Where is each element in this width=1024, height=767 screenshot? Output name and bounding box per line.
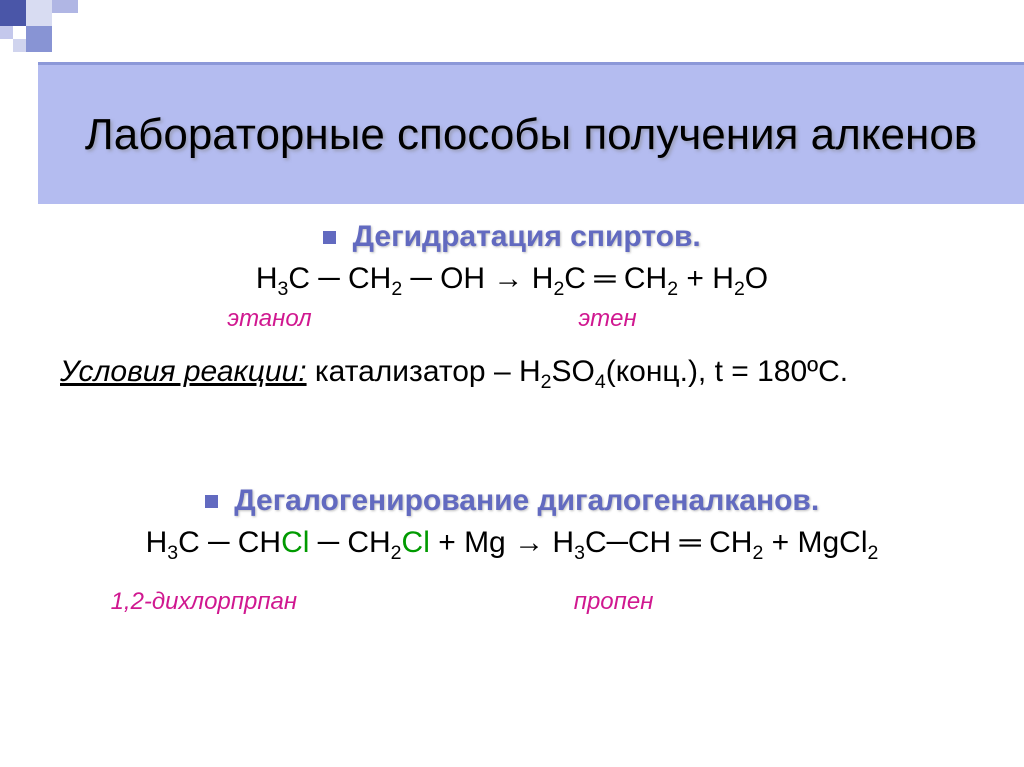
eq-cl: Cl (281, 526, 309, 559)
eq-text: ─ CH (309, 526, 390, 559)
compound-ethanol: этанол (227, 305, 311, 333)
eq-text: C ─ CH (288, 262, 391, 295)
title-bar: Лабораторные способы получения алкенов (38, 62, 1024, 204)
eq-text: H (146, 526, 168, 559)
cond-text: (конц.), t = 180ºС. (606, 355, 848, 388)
slide-content: Дегидратация спиртов. H3C ─ CH2 ─ OH → H… (0, 220, 1024, 616)
corner-decoration (0, 0, 120, 50)
eq-text: + Mg → H (430, 526, 574, 559)
compound-ethene: этен (578, 305, 636, 333)
eq-text: O (745, 262, 768, 295)
eq-text: ─ OH → H (402, 262, 553, 295)
eq-text: + H (678, 262, 734, 295)
compound-labels-2: 1,2-дихлорпрпан пропен (50, 588, 974, 616)
bullet-icon (205, 495, 218, 508)
eq-text: H (256, 262, 278, 295)
compound-labels-1: этанол этен (50, 305, 974, 333)
equation-1: H3C ─ CH2 ─ OH → H2C ═ CH2 + H2O (50, 258, 974, 303)
compound-propene: пропен (574, 588, 654, 616)
equation-2: H3C ─ CHCl ─ CH2Cl + Mg → H3C─CH ═ CH2 +… (50, 522, 974, 567)
section-dehydration: Дегидратация спиртов. H3C ─ CH2 ─ OH → H… (50, 220, 974, 394)
eq-text: + MgCl (763, 526, 867, 559)
eq-text: C ═ CH (564, 262, 667, 295)
eq-cl: Cl (402, 526, 430, 559)
section1-heading: Дегидратация спиртов. (353, 220, 701, 254)
slide-title: Лабораторные способы получения алкенов (85, 107, 977, 162)
reaction-conditions: Условия реакции: катализатор – H2SO4(кон… (50, 355, 974, 394)
conditions-label: Условия реакции: (60, 355, 307, 388)
cond-text: катализатор – H (307, 355, 541, 388)
eq-text: C─CH ═ CH (585, 526, 753, 559)
section-dehalogenation: Дегалогенирование дигалогеналканов. H3C … (50, 484, 974, 615)
compound-dichloropropane: 1,2-дихлорпрпан (111, 588, 298, 616)
section2-heading: Дегалогенирование дигалогеналканов. (234, 484, 819, 518)
eq-text: C ─ CH (178, 526, 281, 559)
bullet-icon (323, 231, 336, 244)
cond-text: SO (552, 355, 595, 388)
